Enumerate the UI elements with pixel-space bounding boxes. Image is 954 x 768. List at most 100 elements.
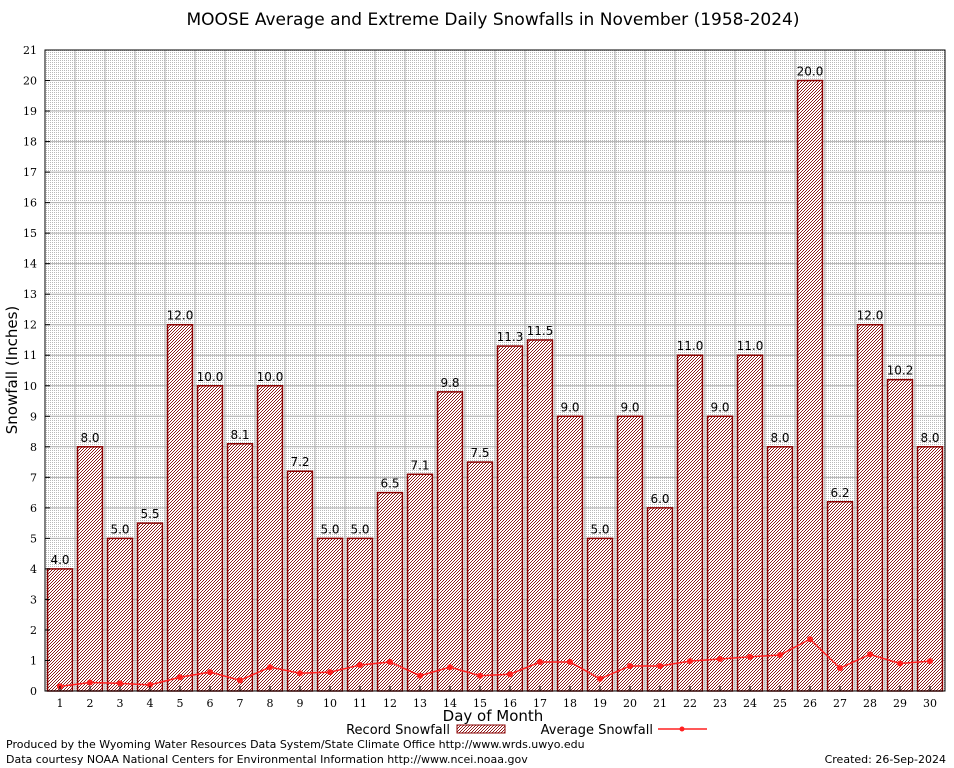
bar-record-day-18 <box>556 415 584 692</box>
bar-record-day-14 <box>436 391 464 692</box>
bars-record-snowfall <box>46 79 944 692</box>
bar-record-day-5 <box>166 323 194 692</box>
average-point-day-24 <box>747 653 753 660</box>
x-tick-label: 24 <box>743 697 757 710</box>
x-tick-label: 19 <box>593 697 607 710</box>
average-point-day-25 <box>777 651 783 658</box>
bar-record-day-27 <box>826 501 854 692</box>
bar-record-day-1 <box>46 568 74 692</box>
average-point-day-9 <box>297 670 303 677</box>
average-point-day-6 <box>207 669 213 676</box>
y-tick-label: 9 <box>30 410 37 423</box>
bar-value-label: 5.5 <box>140 507 159 521</box>
bar-record-day-23 <box>706 415 734 692</box>
average-point-day-4 <box>147 681 153 688</box>
average-point-day-5 <box>177 674 183 681</box>
legend-label-record: Record Snowfall <box>346 723 450 738</box>
y-tick-label: 17 <box>23 166 37 179</box>
legend: Record Snowfall Average Snowfall <box>346 723 707 738</box>
bar-record-day-24 <box>736 354 764 692</box>
bar-record-day-30 <box>916 446 944 692</box>
average-point-day-11 <box>357 662 363 669</box>
x-tick-label: 3 <box>117 697 124 710</box>
bar-value-label: 9.0 <box>710 400 729 414</box>
bar-record-day-15 <box>466 461 494 692</box>
x-tick-label: 9 <box>297 697 304 710</box>
average-snowfall-polyline <box>59 638 931 688</box>
average-point-day-8 <box>267 664 273 671</box>
x-tick-label: 15 <box>473 697 487 710</box>
average-point-day-2 <box>87 679 93 686</box>
bar-value-label: 11.0 <box>677 339 704 353</box>
bar-value-label: 11.0 <box>737 339 764 353</box>
footer-created-date: Created: 26-Sep-2024 <box>824 753 946 766</box>
bar-value-labels: 4.0 8.0 5.0 5.5 12.0 10.0 8.1 10.0 7.2 5.0 5.0 6.5 7… <box>50 65 939 567</box>
y-tick-label: 2 <box>30 624 37 637</box>
average-point-day-18 <box>567 659 573 666</box>
x-tick-label: 25 <box>773 697 787 710</box>
bar-value-label: 7.2 <box>290 455 309 469</box>
average-point-day-19 <box>597 675 603 682</box>
average-point-day-10 <box>327 669 333 676</box>
y-tick-label: 0 <box>30 685 37 698</box>
average-point-day-15 <box>477 672 483 679</box>
bar-value-label: 8.1 <box>230 428 249 442</box>
y-tick-label: 1 <box>30 654 37 667</box>
x-tick-label: 20 <box>623 697 637 710</box>
bar-record-day-21 <box>646 507 674 692</box>
bar-value-label: 8.0 <box>770 431 789 445</box>
y-tick-label: 13 <box>23 288 37 301</box>
bar-record-day-17 <box>526 339 554 692</box>
bar-record-day-3 <box>106 537 134 692</box>
y-tick-label: 3 <box>30 593 37 606</box>
bar-value-label: 10.0 <box>197 370 224 384</box>
average-snowfall-line <box>57 636 933 690</box>
average-point-day-20 <box>627 662 633 669</box>
bar-value-label: 5.0 <box>110 522 129 536</box>
bar-record-day-6 <box>196 385 224 692</box>
x-tick-label: 11 <box>353 697 367 710</box>
average-point-day-13 <box>417 672 423 679</box>
x-tick-label: 16 <box>503 697 517 710</box>
bar-record-day-29 <box>886 378 914 692</box>
x-tick-label: 28 <box>863 697 877 710</box>
average-point-day-21 <box>657 662 663 669</box>
y-tick-label: 6 <box>30 502 37 515</box>
y-tick-label: 5 <box>30 532 37 545</box>
legend-label-average: Average Snowfall <box>541 723 653 738</box>
bar-record-day-28 <box>856 323 884 692</box>
bar-record-day-26 <box>796 79 824 692</box>
bar-record-day-13 <box>406 473 434 692</box>
bar-value-label: 10.2 <box>887 364 914 378</box>
x-tick-label: 26 <box>803 697 817 710</box>
bar-record-day-16 <box>496 345 524 692</box>
y-tick-label: 18 <box>23 136 37 149</box>
bar-record-day-10 <box>316 537 344 692</box>
average-point-day-17 <box>537 659 543 666</box>
x-tick-label: 8 <box>267 697 274 710</box>
bar-record-day-2 <box>76 446 104 692</box>
bar-value-label: 8.0 <box>80 431 99 445</box>
x-tick-label: 4 <box>147 697 154 710</box>
average-point-day-28 <box>867 651 873 658</box>
bar-record-day-8 <box>256 385 284 692</box>
average-point-day-27 <box>837 665 843 672</box>
bar-value-label: 5.0 <box>350 522 369 536</box>
y-tick-label: 15 <box>23 227 37 240</box>
y-axis-title: Snowfall (Inches) <box>3 306 21 434</box>
bar-value-label: 4.0 <box>50 553 69 567</box>
bar-record-day-22 <box>676 354 704 692</box>
average-point-day-29 <box>897 660 903 667</box>
chart-title: MOOSE Average and Extreme Daily Snowfall… <box>187 10 800 30</box>
y-tick-label: 20 <box>23 75 37 88</box>
plot-frame <box>44 49 946 692</box>
bar-value-label: 6.5 <box>380 477 399 491</box>
y-tick-label: 21 <box>23 44 37 57</box>
footer-producer-credit: Produced by the Wyoming Water Resources … <box>6 738 585 751</box>
x-tick-label: 29 <box>893 697 907 710</box>
average-point-day-23 <box>717 655 723 662</box>
bar-value-label: 9.0 <box>560 400 579 414</box>
bar-value-label: 8.0 <box>920 431 939 445</box>
